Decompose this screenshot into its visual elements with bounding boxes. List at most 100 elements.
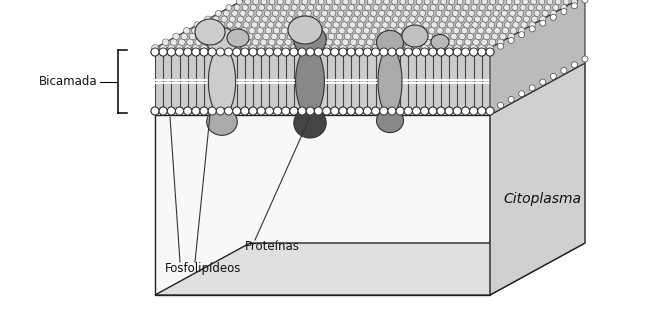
- Circle shape: [413, 45, 420, 51]
- Circle shape: [336, 33, 343, 40]
- Circle shape: [216, 107, 225, 115]
- Circle shape: [249, 27, 256, 34]
- Circle shape: [415, 39, 422, 46]
- Circle shape: [470, 45, 477, 51]
- Circle shape: [357, 22, 364, 28]
- Circle shape: [274, 45, 281, 51]
- Circle shape: [468, 10, 475, 16]
- Circle shape: [298, 107, 306, 115]
- Circle shape: [437, 107, 445, 115]
- Circle shape: [365, 5, 371, 10]
- Circle shape: [279, 33, 285, 40]
- Circle shape: [241, 107, 249, 115]
- Circle shape: [195, 39, 202, 46]
- Circle shape: [487, 5, 494, 10]
- Circle shape: [168, 48, 175, 56]
- Circle shape: [380, 45, 387, 51]
- Circle shape: [431, 22, 437, 28]
- Circle shape: [429, 107, 437, 115]
- Circle shape: [453, 27, 459, 34]
- Circle shape: [551, 14, 556, 20]
- Circle shape: [306, 107, 314, 115]
- Circle shape: [461, 107, 470, 115]
- Circle shape: [531, 0, 536, 5]
- Circle shape: [159, 48, 167, 56]
- Circle shape: [314, 107, 322, 115]
- Circle shape: [192, 107, 200, 115]
- Circle shape: [290, 48, 298, 56]
- Text: Fosfolipídeos: Fosfolipídeos: [165, 262, 241, 275]
- Circle shape: [203, 39, 210, 46]
- Circle shape: [306, 48, 314, 56]
- Ellipse shape: [206, 28, 237, 55]
- Circle shape: [498, 43, 503, 49]
- Circle shape: [274, 48, 281, 56]
- Circle shape: [408, 39, 414, 46]
- Circle shape: [518, 27, 525, 34]
- Circle shape: [381, 5, 387, 10]
- Circle shape: [389, 5, 395, 10]
- Circle shape: [347, 48, 355, 56]
- Circle shape: [380, 107, 388, 115]
- Circle shape: [291, 5, 297, 10]
- Circle shape: [493, 10, 499, 16]
- Circle shape: [512, 22, 519, 28]
- Circle shape: [341, 22, 347, 28]
- Circle shape: [237, 16, 243, 22]
- Circle shape: [302, 0, 308, 5]
- Circle shape: [309, 39, 316, 46]
- Circle shape: [187, 39, 193, 46]
- Circle shape: [413, 107, 421, 115]
- Ellipse shape: [294, 108, 326, 138]
- Circle shape: [486, 48, 494, 56]
- Circle shape: [371, 48, 380, 56]
- Circle shape: [313, 10, 320, 16]
- Circle shape: [536, 5, 542, 10]
- Circle shape: [380, 27, 386, 34]
- Circle shape: [235, 22, 241, 28]
- Circle shape: [425, 16, 432, 22]
- Circle shape: [521, 22, 527, 28]
- Circle shape: [215, 10, 221, 16]
- Circle shape: [396, 48, 404, 56]
- Circle shape: [247, 33, 253, 40]
- Circle shape: [361, 33, 367, 40]
- Circle shape: [571, 3, 577, 9]
- Circle shape: [265, 107, 274, 115]
- Circle shape: [281, 48, 290, 56]
- Circle shape: [314, 48, 322, 56]
- Circle shape: [409, 16, 415, 22]
- Circle shape: [151, 45, 159, 51]
- Circle shape: [390, 22, 397, 28]
- Circle shape: [322, 27, 329, 34]
- Circle shape: [258, 48, 265, 56]
- Circle shape: [179, 39, 185, 46]
- Circle shape: [396, 107, 404, 115]
- Circle shape: [364, 45, 371, 51]
- Circle shape: [287, 33, 294, 40]
- Circle shape: [290, 48, 298, 56]
- Circle shape: [325, 22, 331, 28]
- Circle shape: [229, 16, 236, 22]
- Circle shape: [241, 107, 249, 115]
- Circle shape: [371, 48, 380, 56]
- Circle shape: [289, 10, 295, 16]
- Circle shape: [374, 22, 380, 28]
- Circle shape: [455, 22, 462, 28]
- Circle shape: [294, 16, 301, 22]
- Circle shape: [281, 10, 287, 16]
- Circle shape: [244, 39, 250, 46]
- Circle shape: [331, 107, 339, 115]
- Circle shape: [347, 48, 355, 56]
- Circle shape: [464, 22, 470, 28]
- Circle shape: [551, 73, 556, 79]
- Circle shape: [338, 10, 344, 16]
- Circle shape: [261, 0, 267, 5]
- Circle shape: [395, 10, 401, 16]
- Circle shape: [265, 27, 272, 34]
- Circle shape: [467, 33, 474, 40]
- Circle shape: [424, 0, 430, 5]
- Circle shape: [208, 27, 214, 34]
- Circle shape: [507, 16, 513, 22]
- Circle shape: [278, 0, 283, 5]
